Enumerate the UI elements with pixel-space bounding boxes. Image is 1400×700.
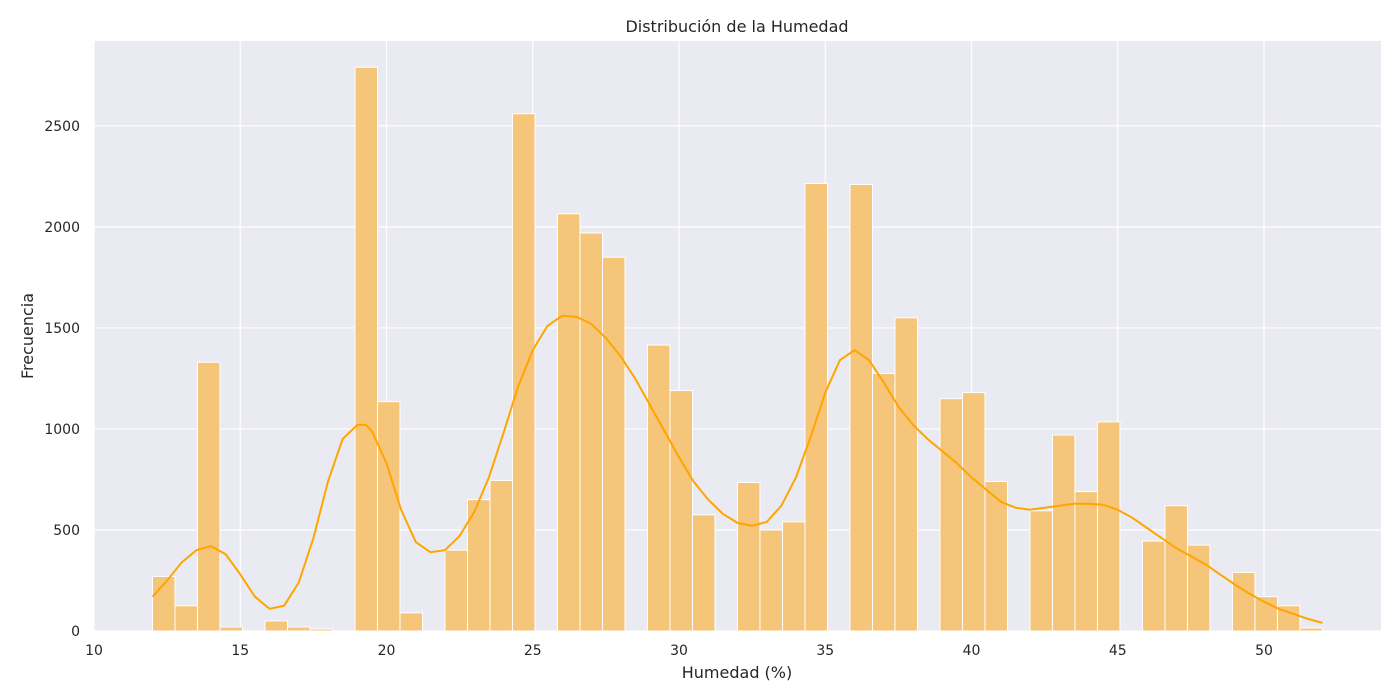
x-tick-label: 50 <box>1255 643 1273 659</box>
histogram-bar <box>286 626 311 632</box>
y-tick-label: 2000 <box>44 220 80 236</box>
histogram-bar <box>556 213 581 632</box>
y-tick-label: 0 <box>71 624 80 640</box>
histogram-bar <box>736 481 761 632</box>
histogram-bar <box>174 605 198 632</box>
histogram-bar <box>1299 627 1323 632</box>
x-tick-label: 30 <box>670 643 688 659</box>
histogram-bar <box>489 479 513 632</box>
histogram-bar <box>1051 434 1076 632</box>
x-tick-label: 10 <box>85 643 103 659</box>
y-tick-label: 2500 <box>44 119 80 135</box>
x-tick-label: 25 <box>524 643 542 659</box>
histogram-bar <box>309 628 333 632</box>
histogram-bar <box>399 612 423 632</box>
x-tick-label: 35 <box>816 643 834 659</box>
histogram-bar <box>984 480 1008 632</box>
histogram-bar <box>264 620 288 632</box>
histogram-bar <box>1029 510 1053 632</box>
histogram-bar <box>1186 544 1211 632</box>
y-tick-label: 500 <box>53 523 80 539</box>
histogram-bar <box>804 182 828 632</box>
histogram-bar <box>781 521 806 632</box>
y-axis-label: Frecuencia <box>18 293 37 379</box>
histogram-bar <box>1164 505 1188 632</box>
y-tick-labels: 0 500 1000 1500 2000 2500 <box>44 119 80 640</box>
histogram-bar <box>961 392 986 632</box>
x-tick-label: 45 <box>1109 643 1127 659</box>
histogram-bar <box>579 232 603 632</box>
y-tick-label: 1000 <box>44 422 80 438</box>
histogram-bar <box>444 549 468 632</box>
histogram-bar <box>849 183 873 632</box>
histogram-bar <box>1141 540 1166 632</box>
histogram-bar <box>759 529 783 632</box>
histogram-bar <box>1096 421 1121 632</box>
x-tick-label: 40 <box>963 643 981 659</box>
histogram-bar <box>354 66 378 632</box>
histogram-bar <box>1276 605 1301 632</box>
histogram-bar <box>1074 491 1098 632</box>
histogram-bar <box>219 626 243 632</box>
histogram-bar <box>894 317 918 632</box>
histogram-bar <box>939 398 963 632</box>
histogram-bar <box>601 256 626 632</box>
histogram-bar <box>871 372 896 632</box>
histogram-bar <box>376 401 401 632</box>
histogram-bar <box>196 361 221 632</box>
histogram-bar <box>1231 571 1256 632</box>
kde-curve <box>151 314 1323 624</box>
chart-title: Distribución de la Humedad <box>625 17 848 36</box>
x-tick-label: 20 <box>378 643 396 659</box>
x-tick-label: 15 <box>231 643 249 659</box>
x-tick-labels: 10 15 20 25 30 35 40 45 50 <box>85 643 1273 659</box>
x-axis-label: Humedad (%) <box>682 663 793 682</box>
histogram-bars <box>152 66 1323 632</box>
histogram-bar <box>691 514 716 632</box>
histogram-bar <box>669 390 693 632</box>
y-tick-label: 1500 <box>44 321 80 337</box>
histogram-bar <box>646 344 671 632</box>
